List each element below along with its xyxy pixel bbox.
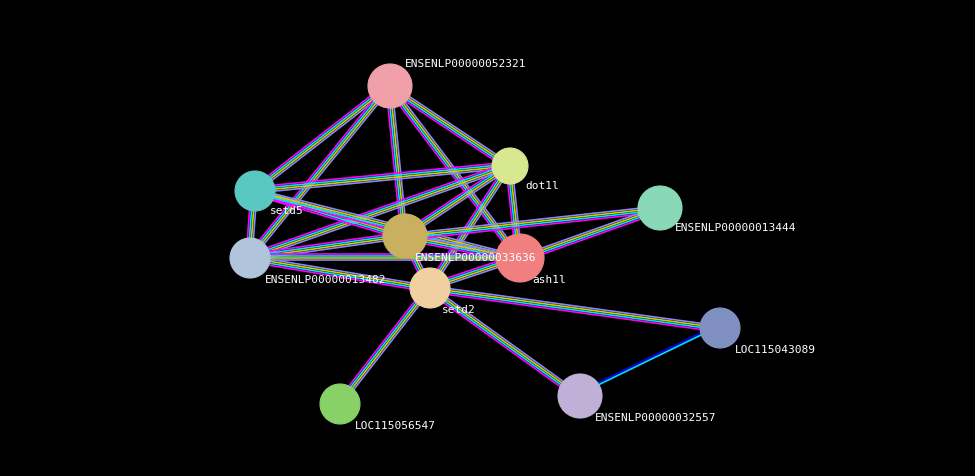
Circle shape bbox=[492, 148, 528, 184]
Text: LOC115043089: LOC115043089 bbox=[735, 345, 816, 355]
Circle shape bbox=[410, 268, 450, 308]
Circle shape bbox=[235, 171, 275, 211]
Circle shape bbox=[368, 64, 412, 108]
Circle shape bbox=[383, 214, 427, 258]
Text: ENSENLP00000013482: ENSENLP00000013482 bbox=[265, 275, 386, 285]
Text: setd2: setd2 bbox=[442, 305, 476, 315]
Circle shape bbox=[230, 238, 270, 278]
Text: LOC115056547: LOC115056547 bbox=[355, 421, 436, 431]
Text: ENSENLP00000052321: ENSENLP00000052321 bbox=[405, 59, 526, 69]
Circle shape bbox=[320, 384, 360, 424]
Text: setd5: setd5 bbox=[270, 206, 304, 216]
Text: ENSENLP00000033636: ENSENLP00000033636 bbox=[415, 253, 536, 263]
Text: ash1l: ash1l bbox=[532, 275, 566, 285]
Text: ENSENLP00000013444: ENSENLP00000013444 bbox=[675, 223, 797, 233]
Text: ENSENLP00000032557: ENSENLP00000032557 bbox=[595, 413, 717, 423]
Circle shape bbox=[558, 374, 602, 418]
Circle shape bbox=[496, 234, 544, 282]
Circle shape bbox=[700, 308, 740, 348]
Text: dot1l: dot1l bbox=[525, 181, 559, 191]
Circle shape bbox=[638, 186, 682, 230]
